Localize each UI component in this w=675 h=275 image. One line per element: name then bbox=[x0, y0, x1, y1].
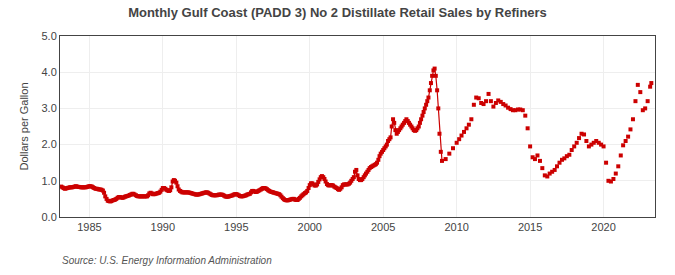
svg-text:1990: 1990 bbox=[151, 221, 175, 233]
svg-text:3.0: 3.0 bbox=[42, 102, 57, 114]
svg-text:Monthly Gulf Coast (PADD 3) No: Monthly Gulf Coast (PADD 3) No 2 Distill… bbox=[128, 5, 547, 20]
svg-text:1995: 1995 bbox=[224, 221, 248, 233]
svg-text:2000: 2000 bbox=[298, 221, 322, 233]
svg-text:Source: U.S. Energy Informatio: Source: U.S. Energy Information Administ… bbox=[62, 255, 272, 266]
svg-text:2.0: 2.0 bbox=[42, 138, 57, 150]
svg-text:0.0: 0.0 bbox=[42, 211, 57, 223]
svg-text:2015: 2015 bbox=[518, 221, 542, 233]
svg-text:2005: 2005 bbox=[371, 221, 395, 233]
svg-text:1.0: 1.0 bbox=[42, 175, 57, 187]
svg-text:2010: 2010 bbox=[444, 221, 468, 233]
svg-text:1985: 1985 bbox=[77, 221, 101, 233]
svg-text:5.0: 5.0 bbox=[42, 30, 57, 42]
svg-text:2020: 2020 bbox=[591, 221, 615, 233]
svg-text:4.0: 4.0 bbox=[42, 66, 57, 78]
svg-text:Dollars per Gallon: Dollars per Gallon bbox=[18, 82, 30, 170]
